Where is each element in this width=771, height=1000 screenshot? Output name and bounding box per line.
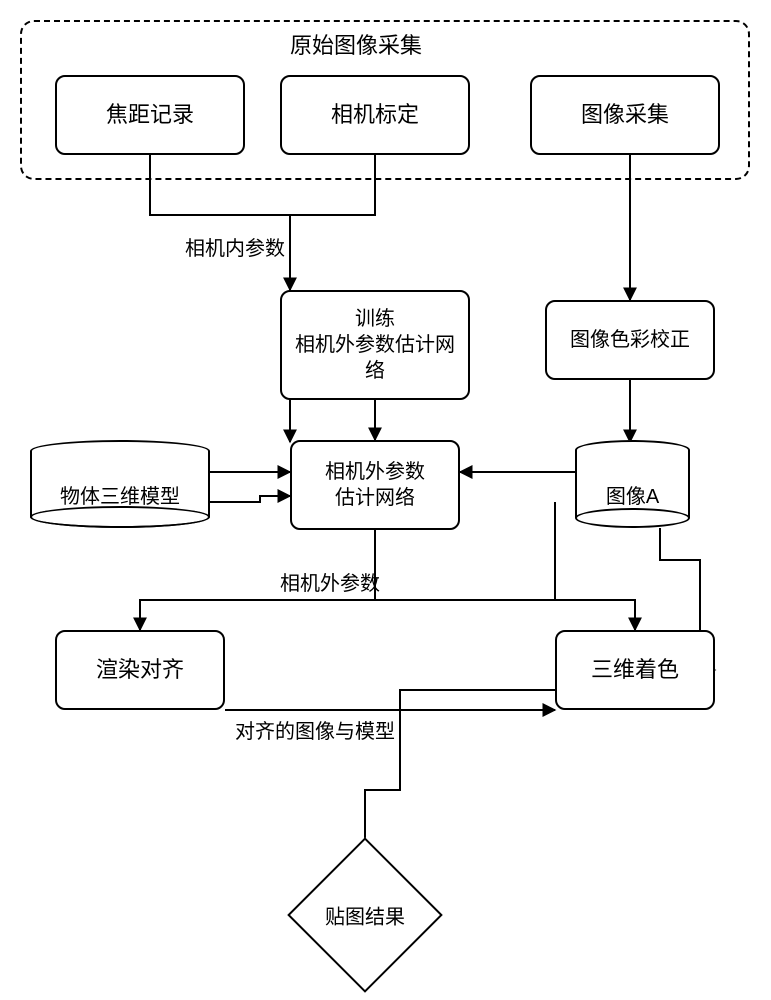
node-extrinsic-net: 相机外参数 估计网络 bbox=[290, 440, 460, 530]
node-image-capture: 图像采集 bbox=[530, 75, 720, 155]
edge-label-extrinsic: 相机外参数 bbox=[280, 567, 380, 596]
edge-label-intrinsic: 相机内参数 bbox=[185, 232, 285, 261]
node-result-label: 贴图结果 bbox=[325, 901, 405, 930]
node-3d-model-db: 物体三维模型 bbox=[30, 440, 210, 528]
edge-label-aligned: 对齐的图像与模型 bbox=[235, 715, 395, 744]
node-camera-calibration: 相机标定 bbox=[280, 75, 470, 155]
node-3d-model-db-label: 物体三维模型 bbox=[30, 480, 210, 509]
node-3d-shading: 三维着色 bbox=[555, 630, 715, 710]
node-image-a-db-label: 图像A bbox=[575, 480, 690, 509]
node-render-align: 渲染对齐 bbox=[55, 630, 225, 710]
node-color-correction: 图像色彩校正 bbox=[545, 300, 715, 380]
node-image-a-db: 图像A bbox=[575, 440, 690, 528]
group-raw-capture-title: 原始图像采集 bbox=[290, 28, 422, 60]
node-focal-record: 焦距记录 bbox=[55, 75, 245, 155]
flowchart-canvas: 原始图像采集 焦距记录 相机标定 图像采集 训练 相机外参数估计网 络 图像色彩… bbox=[0, 0, 771, 1000]
node-result-diamond: 贴图结果 bbox=[310, 860, 420, 970]
node-train-extrinsic-net: 训练 相机外参数估计网 络 bbox=[280, 290, 470, 400]
